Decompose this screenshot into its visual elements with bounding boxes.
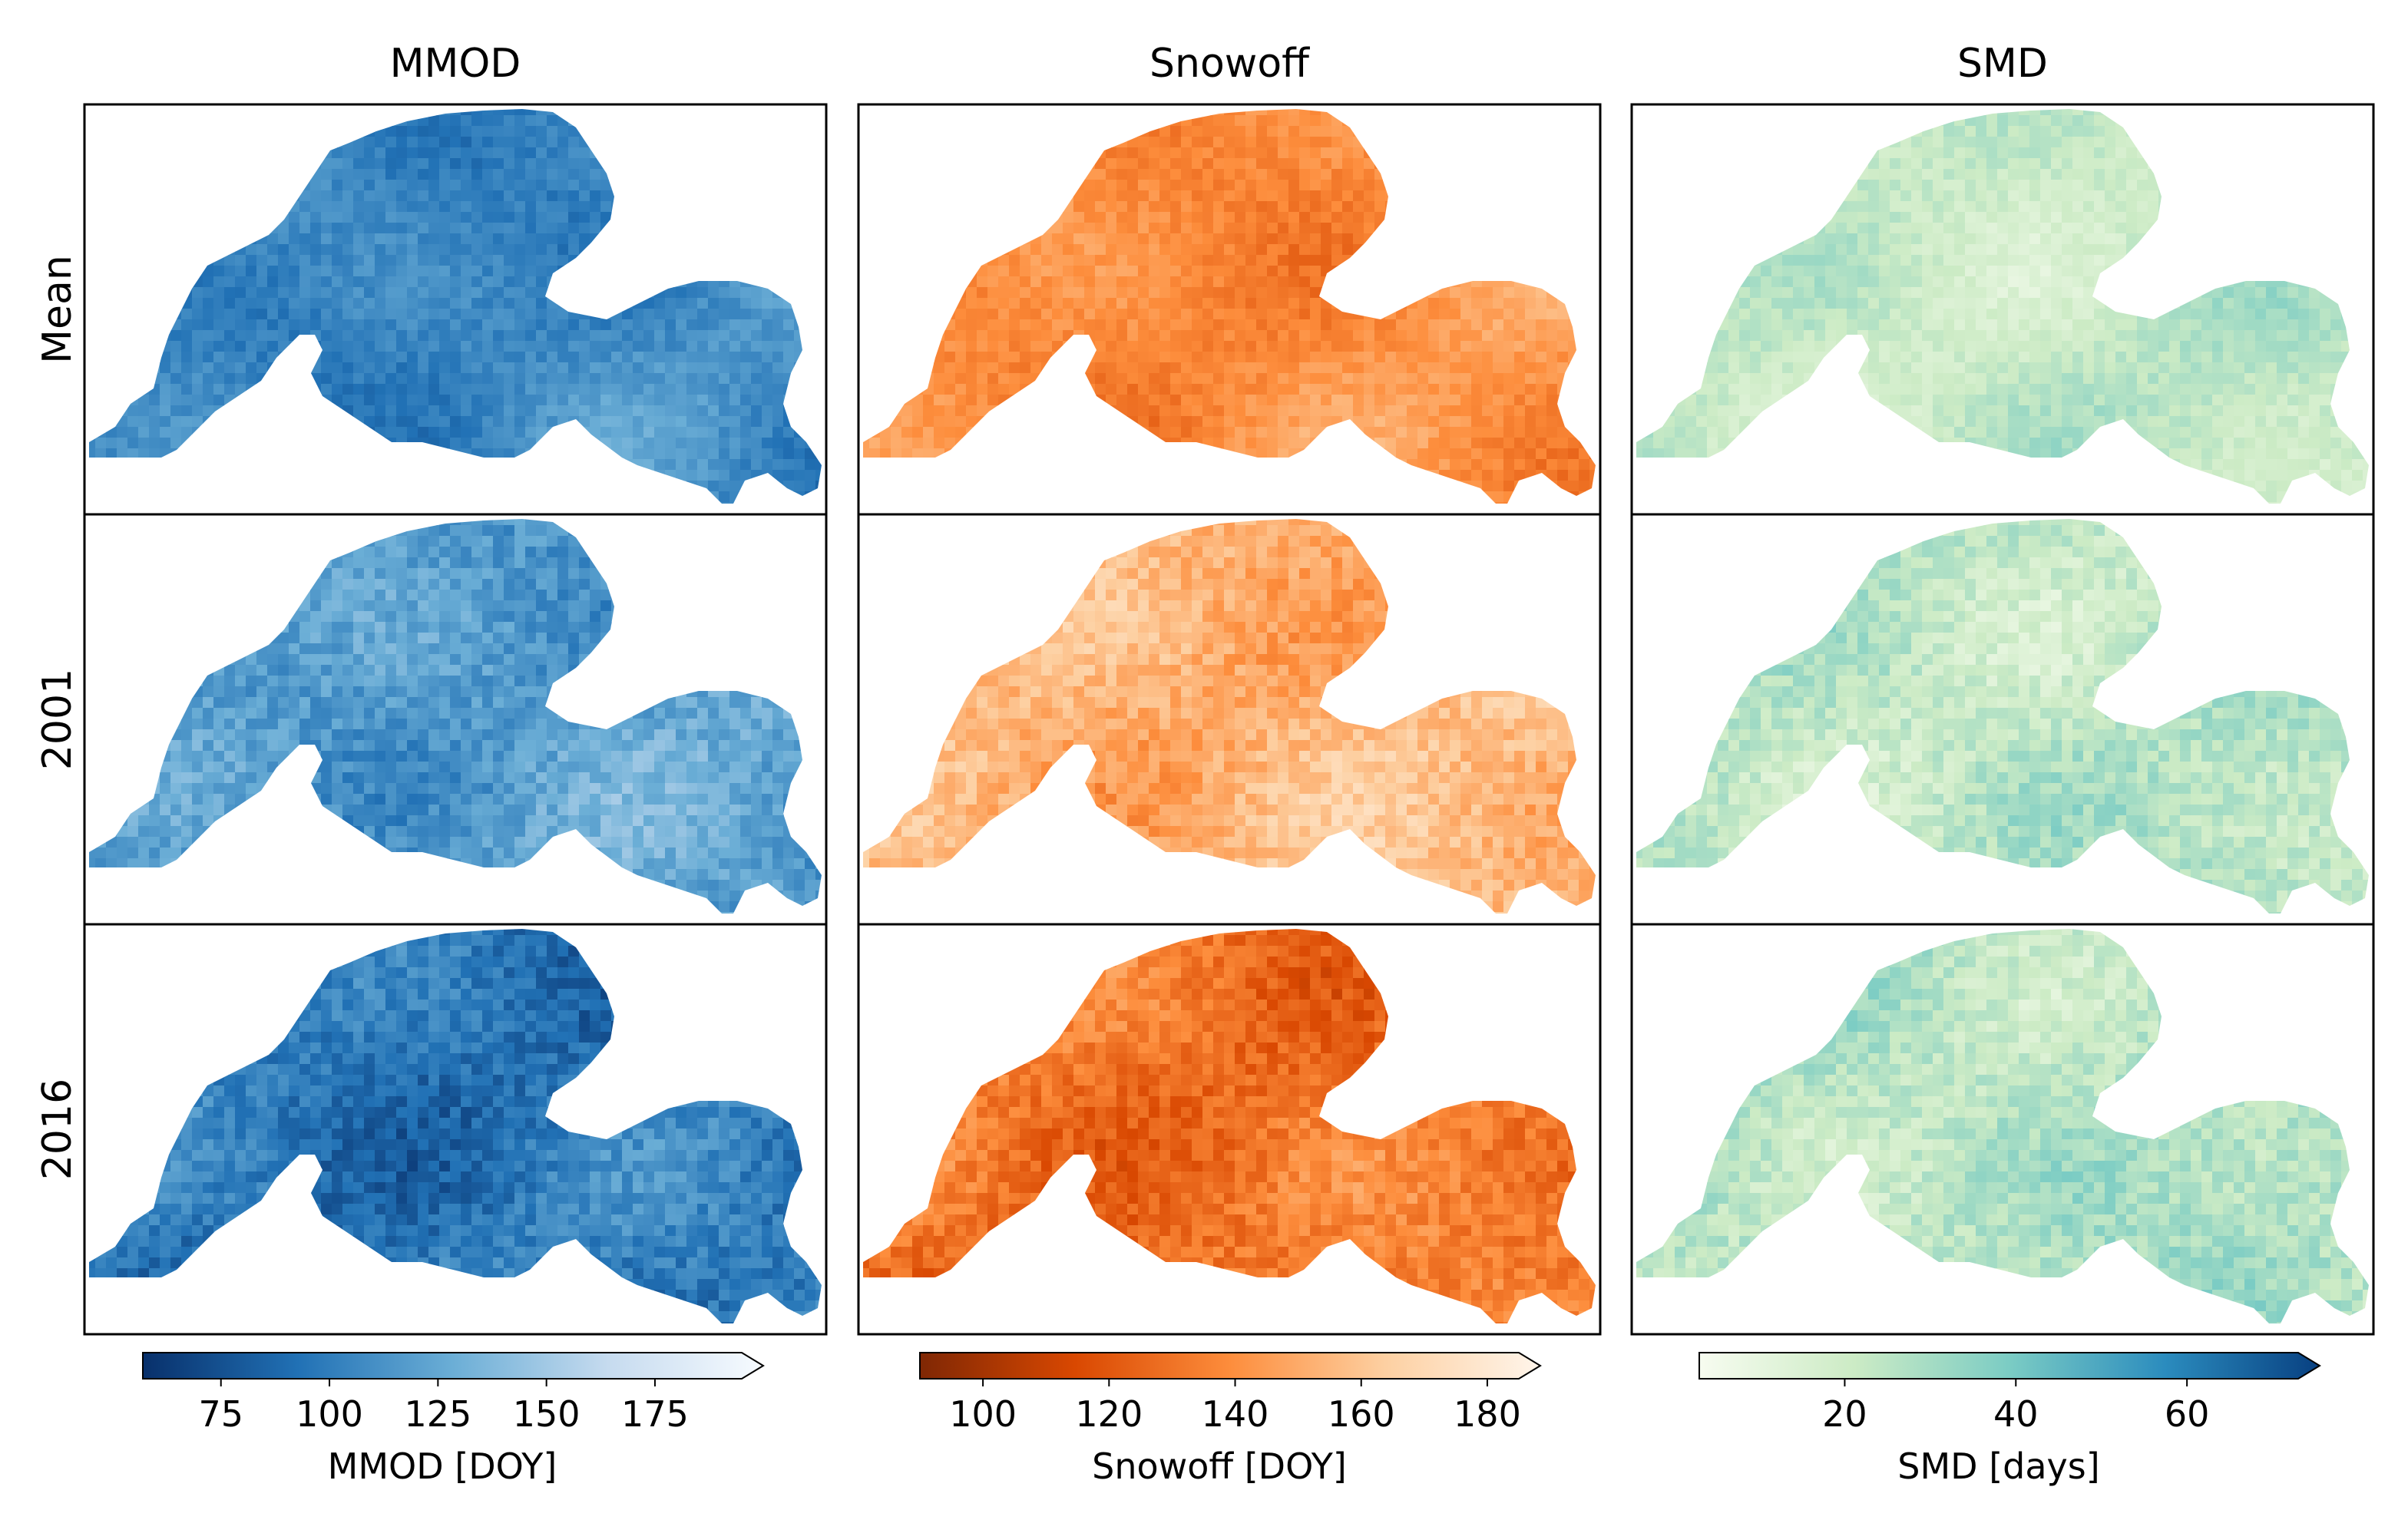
- row-label-mean: Mean: [35, 255, 81, 364]
- panel-frame: [1630, 923, 2375, 1336]
- colorbar-tick-label: 150: [513, 1393, 580, 1435]
- panel-frame: [857, 923, 1602, 1336]
- colorbar-tick-label: 40: [1993, 1393, 2039, 1435]
- map-cells: [89, 519, 822, 914]
- colorbar-tick-label: 175: [621, 1393, 689, 1435]
- map-cells: [863, 109, 1596, 504]
- colorbar-label: MMOD [DOY]: [328, 1446, 557, 1487]
- row-label-2016: 2016: [35, 1079, 81, 1180]
- colorbar-body: [1698, 1352, 2321, 1380]
- colorbar-tick-label: 140: [1202, 1393, 1269, 1435]
- colorbar-body: [919, 1352, 1542, 1380]
- colorbar-smd: 20 40 60 SMD [days]: [1698, 1352, 2321, 1487]
- panel-mmod-mean: [83, 103, 828, 516]
- panel-frame: [83, 923, 828, 1336]
- colorbar-tick-label: 180: [1454, 1393, 1521, 1435]
- map-cells: [89, 929, 822, 1323]
- colorbar-mmod: 75 100 125 150 175 MMOD [DOY]: [142, 1352, 765, 1487]
- colorbar-snowoff: 100 120 140 160 180 Snowoff [DOY]: [919, 1352, 1542, 1487]
- row-labels: Mean 2001 2016: [35, 255, 81, 1180]
- map-cells: [1636, 929, 2369, 1323]
- column-title-snowoff: Snowoff: [1149, 41, 1310, 87]
- panel-snowoff-2001: [857, 513, 1602, 926]
- map-cells: [1636, 519, 2369, 914]
- map-cells: [863, 519, 1596, 914]
- column-titles: MMOD Snowoff SMD: [390, 41, 2048, 87]
- colorbar-tick-label: 160: [1328, 1393, 1395, 1435]
- map-cells: [1636, 109, 2369, 504]
- panels-group: [83, 103, 2375, 1336]
- panel-smd-2016: [1630, 923, 2375, 1336]
- colorbar-label: Snowoff [DOY]: [1092, 1446, 1347, 1487]
- colorbar-tick-label: 75: [198, 1393, 243, 1435]
- colorbar-tick-label: 60: [2165, 1393, 2210, 1435]
- colorbar-tick-label: 20: [1822, 1393, 1867, 1435]
- map-cells: [89, 109, 822, 504]
- panel-mmod-2001: [83, 513, 828, 926]
- colorbar-tick-label: 100: [296, 1393, 363, 1435]
- colorbar-label: SMD [days]: [1897, 1446, 2099, 1487]
- panel-snowoff-2016: [857, 923, 1602, 1336]
- colorbar-tick-label: 125: [404, 1393, 471, 1435]
- panel-snowoff-mean: [857, 103, 1602, 516]
- colorbar-tick-label: 100: [949, 1393, 1017, 1435]
- panel-smd-mean: [1630, 103, 2375, 516]
- row-label-2001: 2001: [35, 669, 81, 770]
- colorbar-tick-label: 120: [1075, 1393, 1143, 1435]
- panel-mmod-2016: [83, 923, 828, 1336]
- panel-smd-2001: [1630, 513, 2375, 926]
- column-title-mmod: MMOD: [390, 41, 521, 87]
- colorbar-body: [142, 1352, 765, 1380]
- column-title-smd: SMD: [1957, 41, 2048, 87]
- map-cells: [863, 929, 1596, 1323]
- colorbars: 75 100 125 150 175 MMOD [DOY] 100 120 140 160 180 S…: [142, 1352, 2321, 1487]
